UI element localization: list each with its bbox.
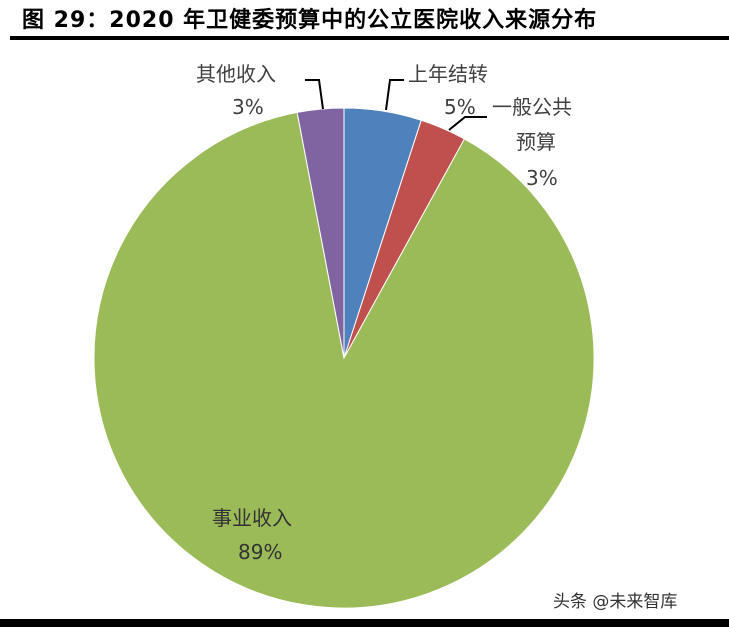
label-general-budget-pct: 3% bbox=[526, 166, 558, 190]
label-business-name: 事业收入 bbox=[212, 506, 292, 530]
pie-slices bbox=[93, 107, 595, 609]
figure-title: 图 29：2020 年卫健委预算中的公立医院收入来源分布 bbox=[22, 8, 598, 33]
top-rule bbox=[10, 36, 729, 40]
label-carryover-pct: 5% bbox=[444, 95, 476, 119]
leader-line-other bbox=[305, 79, 324, 110]
bottom-rule bbox=[0, 619, 729, 627]
label-other-name: 其他收入 bbox=[196, 62, 276, 86]
label-other-pct: 3% bbox=[232, 95, 264, 119]
label-business-pct: 89% bbox=[238, 540, 283, 564]
label-general-budget-name2: 预算 bbox=[516, 130, 556, 154]
label-carryover-name: 上年结转 bbox=[408, 62, 488, 86]
watermark: 头条 @未来智库 bbox=[553, 592, 678, 612]
pie-slice bbox=[93, 111, 595, 609]
pie-slice bbox=[296, 107, 345, 359]
leader-line-general-budget bbox=[448, 116, 487, 131]
label-general-budget-name1: 一般公共 bbox=[492, 95, 572, 119]
leader-line-carryover bbox=[385, 79, 404, 111]
